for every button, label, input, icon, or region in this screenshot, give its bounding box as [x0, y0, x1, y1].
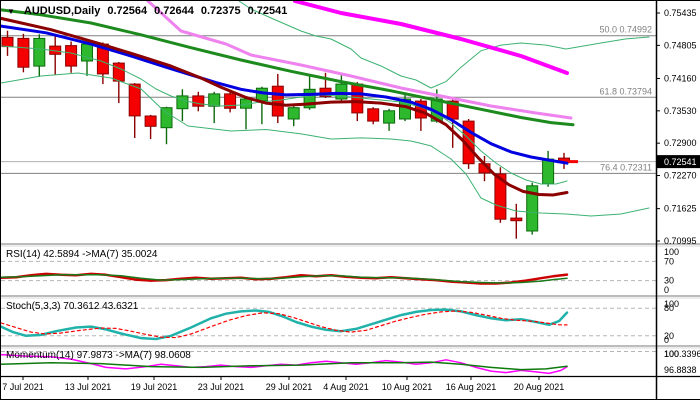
fib-level-label: 76.4 0.72311 — [600, 162, 652, 172]
indicator-scale-label: 30 — [664, 276, 674, 286]
candlestick — [271, 73, 284, 124]
ma-darkgreen — [1, 8, 575, 127]
candlestick — [49, 35, 62, 75]
candlestick — [17, 33, 30, 73]
candlestick — [510, 203, 523, 239]
ma-violet — [146, 1, 573, 120]
candlestick — [240, 97, 252, 130]
time-tick-label: 29 Jul 2021 — [266, 382, 313, 392]
candlestick — [128, 83, 141, 138]
price-tick-label: 0.75435 — [664, 8, 697, 18]
price-tick-label: 0.70995 — [664, 236, 697, 246]
price-tick-label: 0.74805 — [664, 40, 697, 50]
momentum-ma — [1, 361, 568, 371]
candlestick — [144, 114, 157, 140]
candlestick — [81, 42, 93, 76]
candlestick — [367, 107, 380, 125]
indicator-scale-label: 0 — [664, 285, 669, 295]
indicator-scale-label: 100 — [664, 349, 679, 359]
fib-level-label: 50.0 0.74992 — [599, 25, 652, 35]
candlestick — [176, 89, 189, 122]
candlestick — [224, 89, 237, 113]
ohlc-low: 0.72375 — [200, 5, 241, 17]
rsi-indicator-label: RSI(14) 42.5894 ->MA(7) 35.0024 — [6, 249, 158, 260]
candlestick — [542, 150, 555, 187]
price-tick-label: 0.72900 — [664, 138, 697, 148]
time-tick-label: 23 Jul 2021 — [198, 382, 245, 392]
candlestick — [1, 30, 14, 56]
candlestick — [494, 167, 507, 223]
indicator-scale-label: 70 — [664, 256, 674, 266]
indicator-scale-label: 96.8838 — [664, 365, 697, 375]
chart-title-row: ▼ AUDUSD,Daily 0.72564 0.72644 0.72375 0… — [7, 5, 287, 17]
ohlc-high: 0.72644 — [154, 5, 194, 17]
indicator-scale-label: 100 — [664, 247, 679, 257]
rsi-ma — [1, 274, 568, 284]
ma-darkred — [1, 16, 569, 197]
candlestick — [526, 182, 539, 235]
time-tick-label: 20 Aug 2021 — [514, 382, 565, 392]
ma-blue — [1, 24, 569, 165]
symbol-dropdown-icon[interactable]: ▼ — [7, 6, 15, 16]
momentum-line — [1, 353, 568, 375]
candlestick — [33, 34, 46, 77]
time-tick-label: 19 Jul 2021 — [131, 382, 178, 392]
price-tick-label: 0.74160 — [664, 73, 697, 83]
ma-magenta — [293, 1, 569, 75]
price-tick-label: 0.73530 — [664, 106, 697, 116]
indicator-scale-label: 20 — [664, 331, 674, 341]
time-tick-label: 10 Aug 2021 — [382, 382, 433, 392]
candlestick — [65, 41, 78, 73]
candlestick — [192, 91, 205, 112]
momentum-indicator-label: Momentum(14) 97.9873 ->MA(7) 98.0608 — [6, 350, 191, 361]
thin-band-lower — [1, 72, 650, 217]
symbol-period-label: AUDUSD,Daily — [23, 5, 101, 17]
indicator-scale-label: 100 — [664, 299, 679, 309]
fib-level-label: 61.8 0.73794 — [599, 86, 652, 96]
time-tick-label: 13 Jul 2021 — [65, 382, 112, 392]
candlestick — [287, 106, 300, 127]
indicator-scale-label: 100.3396 — [664, 349, 700, 359]
time-tick-label: 7 Jul 2021 — [2, 382, 44, 392]
stoch-k — [1, 308, 569, 341]
stoch-d — [1, 310, 568, 339]
thin-band-upper — [238, 1, 650, 89]
candlestick — [383, 108, 396, 131]
candlestick — [335, 73, 348, 102]
time-tick-label: 4 Aug 2021 — [323, 382, 369, 392]
price-tick-label: 0.71625 — [664, 204, 697, 214]
indicator-scale-label: 0 — [664, 335, 669, 345]
stochastic-indicator-label: Stoch(5,3,3) 70.3612 43.6321 — [6, 301, 139, 312]
ohlc-open: 0.72564 — [107, 5, 148, 17]
indicator-scale-label: 80 — [664, 303, 674, 313]
candlestick — [208, 91, 221, 124]
price-tick-label: 0.72270 — [664, 171, 697, 181]
current-price-badge-label: 0.72541 — [664, 157, 697, 167]
ohlc-close: 0.72541 — [247, 5, 288, 17]
current-price-badge — [657, 155, 700, 169]
time-tick-label: 16 Aug 2021 — [446, 382, 497, 392]
